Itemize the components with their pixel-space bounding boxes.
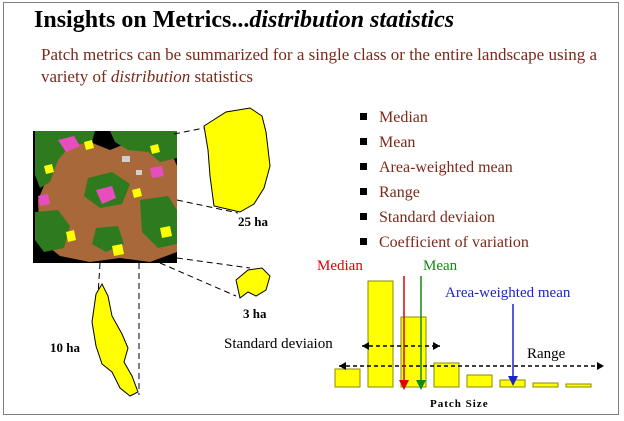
map-green-region-2: [110, 131, 177, 162]
histogram-bars: [334, 280, 592, 388]
connector-line: [97, 262, 101, 296]
subtitle-before: Patch metrics can be summarized for a si…: [41, 45, 598, 86]
histogram-bar: [334, 368, 361, 388]
subtitle-em: distribution: [110, 67, 191, 86]
bullet-label: Standard deviaion: [379, 209, 495, 226]
slide-title: Insights on Metrics...distribution stati…: [34, 7, 454, 34]
connector-line: [173, 127, 205, 135]
bullet-label: Area-weighted mean: [379, 159, 513, 176]
map-yellow-patch-5: [44, 164, 54, 174]
bullet-square-icon: [360, 113, 367, 120]
landscape-map: [33, 131, 177, 263]
bullet-label: Mean: [379, 134, 416, 151]
map-yellow-patch-2: [132, 188, 142, 198]
mean-arrow: [416, 276, 426, 390]
slide-subtitle: Patch metrics can be summarized for a si…: [41, 44, 601, 88]
map-yellow-patch-7: [150, 144, 160, 154]
mean-label: Mean: [423, 258, 458, 274]
connector-line: [176, 199, 239, 214]
statistics-list: Median Mean Area-weighted mean Range Sta…: [359, 105, 529, 255]
bullet-area-weighted-mean: Area-weighted mean: [359, 155, 529, 180]
map-yellow-patch-1: [84, 140, 94, 150]
map-green-region-1: [35, 131, 95, 188]
map-pink-region-1: [58, 136, 80, 152]
median-label: Median: [317, 258, 363, 274]
histogram-bar: [565, 383, 592, 388]
histogram-bar: [367, 280, 394, 388]
patch-3ha-label: 3 ha: [243, 306, 267, 321]
bullet-square-icon: [360, 213, 367, 220]
bullet-standard-deviation: Standard deviaion: [359, 205, 529, 230]
sd-arrow: [362, 342, 440, 350]
connector-line: [176, 257, 251, 269]
title-main: Insights on Metrics: [34, 7, 232, 33]
patch-10ha-label: 10 ha: [50, 340, 80, 355]
area-weighted-mean-label: Area-weighted mean: [445, 285, 571, 301]
patch-25ha: [203, 107, 271, 213]
map-pink-region-3: [38, 194, 50, 206]
histogram-xaxis-label: Patch Size: [430, 398, 489, 410]
bullet-coefficient-of-variation: Coefficient of variation: [359, 230, 529, 255]
map-yellow-patch-3: [66, 230, 76, 242]
bullet-square-icon: [360, 138, 367, 145]
bullet-square-icon: [360, 238, 367, 245]
histogram-bar: [433, 362, 460, 388]
map-pink-region-4: [150, 166, 164, 178]
histogram-bar: [400, 316, 427, 388]
histogram-bar: [532, 382, 559, 388]
map-green-region-5: [35, 210, 70, 252]
patch-3ha: [235, 267, 271, 299]
range-arrow: [339, 362, 604, 370]
bullet-label: Median: [379, 109, 428, 126]
range-label: Range: [527, 346, 566, 362]
bullet-mean: Mean: [359, 130, 529, 155]
bullet-label: Range: [379, 184, 420, 201]
patch-10ha: [91, 282, 139, 397]
map-yellow-patch-4: [160, 226, 172, 238]
bullet-square-icon: [360, 188, 367, 195]
title-ellipsis: ...: [231, 7, 250, 33]
map-pink-region-2: [96, 186, 116, 204]
patch-25ha-label: 25 ha: [238, 214, 268, 229]
bullet-square-icon: [360, 163, 367, 170]
bullet-range: Range: [359, 180, 529, 205]
map-gray-patch: [122, 156, 130, 162]
title-italic: distribution statistics: [249, 7, 455, 33]
bullet-label: Coefficient of variation: [379, 234, 529, 251]
map-yellow-patch-6: [112, 244, 124, 256]
subtitle-after: statistics: [190, 67, 254, 86]
histogram: [334, 276, 604, 390]
connector-lines: [97, 127, 251, 395]
bullet-median: Median: [359, 105, 529, 130]
standard-deviation-label: Standard deviaion: [224, 336, 333, 352]
area-weighted-mean-arrow: [508, 304, 518, 386]
map-gray-patch: [136, 170, 142, 175]
median-arrow: [399, 276, 409, 390]
connector-line: [159, 262, 237, 297]
histogram-bar: [466, 374, 493, 388]
